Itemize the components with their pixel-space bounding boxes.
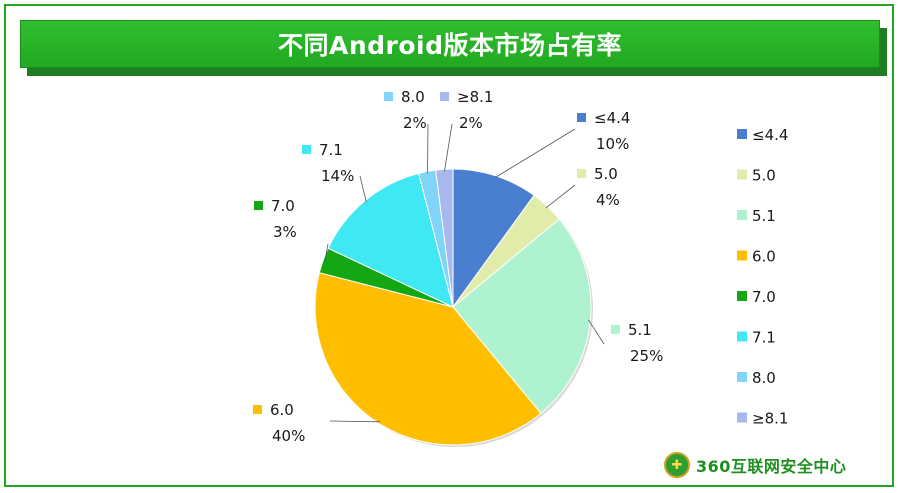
pie-slice	[327, 172, 454, 308]
leader-line	[359, 175, 367, 203]
label-swatch	[254, 201, 263, 210]
legend-label: 7.0	[752, 288, 776, 306]
legend-swatch	[737, 129, 747, 139]
slice-category-label: 5.0	[594, 165, 618, 183]
legend-swatch	[737, 210, 747, 220]
leader-line	[588, 319, 605, 345]
leader-line	[494, 128, 576, 178]
shield-logo-icon: ✚	[664, 452, 690, 478]
slice-category-label: 7.1	[319, 141, 343, 159]
legend-swatch	[737, 291, 747, 301]
slice-percent-label: 40%	[272, 427, 305, 445]
slice-category-label: 5.1	[628, 321, 652, 339]
label-swatch	[577, 113, 586, 122]
chart-title: 不同Android版本市场占有率	[277, 31, 622, 60]
pie-slice	[452, 218, 592, 415]
slice-category-label: ≤4.4	[594, 109, 630, 127]
legend-label: ≥8.1	[752, 410, 788, 428]
leader-line	[545, 184, 576, 209]
legend-label: 8.0	[752, 369, 776, 387]
legend-label: 5.1	[752, 207, 776, 225]
logo-text: 360互联网安全中心	[696, 457, 847, 476]
legend-label: 6.0	[752, 248, 776, 266]
pie-slice	[435, 168, 454, 308]
legend-label: 7.1	[752, 329, 776, 347]
slice-category-label: ≥8.1	[457, 88, 493, 106]
label-swatch	[253, 405, 262, 414]
pie-slice	[314, 272, 542, 446]
slice-percent-label: 4%	[596, 191, 620, 209]
label-swatch	[384, 92, 393, 101]
pie-slice	[452, 168, 535, 309]
slice-percent-label: 10%	[596, 135, 629, 153]
slice-category-label: 8.0	[401, 88, 425, 106]
label-swatch	[611, 325, 620, 334]
legend-label: 5.0	[752, 167, 776, 185]
leader-line	[329, 420, 381, 423]
label-swatch	[577, 169, 586, 178]
slice-percent-label: 2%	[403, 114, 427, 132]
legend-swatch	[737, 331, 747, 342]
legend-label: ≤4.4	[752, 126, 788, 144]
legend-swatch	[737, 412, 747, 423]
legend-swatch	[737, 372, 747, 382]
slice-percent-label: 14%	[321, 167, 354, 185]
leader-line	[444, 123, 453, 172]
brand-logo: ✚ 360互联网安全中心	[664, 452, 846, 478]
slice-category-label: 7.0	[271, 197, 295, 215]
slice-percent-label: 3%	[273, 223, 297, 241]
slice-percent-label: 2%	[459, 114, 483, 132]
legend-swatch	[737, 169, 747, 180]
leader-line	[324, 243, 329, 262]
label-swatch	[440, 92, 449, 101]
slice-percent-label: 25%	[630, 347, 663, 365]
slice-category-label: 6.0	[270, 401, 294, 419]
title-bar: 不同Android版本市场占有率	[20, 20, 880, 68]
label-swatch	[302, 145, 311, 154]
legend-swatch	[737, 250, 747, 261]
